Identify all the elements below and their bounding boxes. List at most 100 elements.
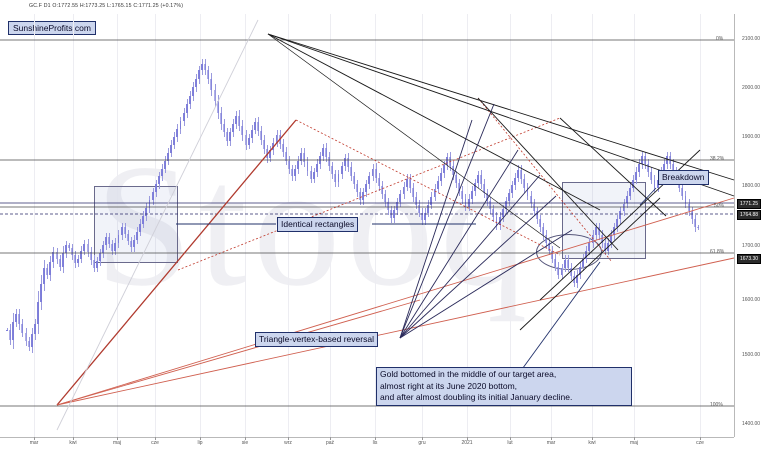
candle-body <box>396 202 399 211</box>
candle-body <box>607 242 609 251</box>
candle-body <box>272 142 275 151</box>
candle-body <box>538 219 541 228</box>
candle-body <box>318 156 321 165</box>
date-axis-line <box>0 437 734 438</box>
candle-body <box>641 156 644 165</box>
date-tick-label: lis <box>372 440 378 446</box>
candle-body <box>566 259 569 268</box>
candle-body <box>281 143 284 153</box>
candle-body <box>287 160 290 170</box>
candle-body <box>334 174 337 183</box>
candle-body <box>185 104 188 113</box>
candle-body <box>77 258 80 264</box>
candle-body <box>52 252 55 263</box>
candle-body <box>529 195 532 204</box>
candle-body <box>306 161 309 171</box>
date-tick-label: kwi <box>69 440 77 446</box>
price-tick: 2100.00 <box>742 36 761 42</box>
candle-body <box>356 184 358 193</box>
fib-label: 61.8% <box>710 249 725 255</box>
candle-body <box>49 262 52 275</box>
candle-body <box>439 173 442 181</box>
candle-body <box>269 150 272 158</box>
candle-body <box>594 227 597 236</box>
date-tick-label: maj <box>629 440 639 446</box>
callout-identical-rectangles[interactable]: Identical rectangles <box>277 217 359 232</box>
candle-body <box>452 166 455 176</box>
date-tick-label: lut <box>507 440 513 446</box>
candle-body <box>108 237 111 245</box>
date-tick-mark <box>700 437 701 440</box>
candle-body <box>58 259 61 267</box>
candle-body <box>229 132 231 141</box>
candle-body <box>194 78 197 88</box>
candle-body <box>173 136 176 145</box>
candle-body <box>92 259 95 268</box>
candle-body <box>12 321 15 340</box>
candle-body <box>182 112 185 122</box>
callout-gold-bottom[interactable]: Gold bottomed in the middle of our targe… <box>376 367 632 406</box>
candle-body <box>129 240 132 248</box>
price-tick: 1500.00 <box>742 352 761 358</box>
callout-triangle-vertex-reversal[interactable]: Triangle-vertex-based reversal <box>255 332 378 347</box>
candle-body <box>247 138 250 145</box>
candle-body <box>684 195 687 204</box>
candle-body <box>337 174 340 183</box>
candle-body <box>133 239 135 248</box>
date-tick-label: cze <box>696 440 704 446</box>
candle-body <box>390 210 393 219</box>
gridline-v <box>73 14 74 437</box>
price-tick: 1400.00 <box>742 421 761 427</box>
candle-body <box>253 122 256 130</box>
candle-body <box>312 171 315 179</box>
candle-body <box>436 180 439 189</box>
candle-body <box>349 167 352 177</box>
candle-body <box>43 267 46 284</box>
candle-body <box>210 78 213 91</box>
candle-body <box>458 183 461 192</box>
candle-body <box>275 134 278 143</box>
candle-body <box>331 166 334 175</box>
candle-body <box>449 157 451 167</box>
candle-body <box>238 115 241 126</box>
candle-body <box>6 329 8 331</box>
candle-body <box>145 208 148 216</box>
candle-body <box>504 201 507 210</box>
candle-body <box>18 314 21 325</box>
candle-body <box>139 223 142 232</box>
price-tick: 2000.00 <box>742 85 761 91</box>
fib-label: 38.2% <box>710 156 725 162</box>
candle-body <box>572 275 575 284</box>
candle-body <box>322 148 324 157</box>
candle-body <box>560 267 563 275</box>
candle-body <box>71 248 73 256</box>
candle-body <box>126 233 129 241</box>
candle-body <box>520 169 523 179</box>
date-tick-label: maj <box>112 440 122 446</box>
date-tick-mark <box>288 437 289 440</box>
candle-body <box>36 301 39 325</box>
date-tick-label: kwi <box>588 440 596 446</box>
candle-body <box>46 267 49 275</box>
price-tag-level: 1673.30 <box>737 254 762 264</box>
candle-body <box>188 95 191 105</box>
gridline-v <box>245 14 246 437</box>
candle-body <box>241 125 244 136</box>
candle-body <box>610 235 613 243</box>
candle-body <box>176 129 179 137</box>
callout-breakdown[interactable]: Breakdown <box>658 170 709 185</box>
candle-body <box>554 258 557 267</box>
candle-body <box>55 252 58 260</box>
candle-body <box>204 63 207 71</box>
candle-body <box>408 178 411 188</box>
candle-body <box>160 168 163 177</box>
candle-body <box>405 178 408 187</box>
candle-body <box>105 237 108 246</box>
candle-body <box>309 170 312 179</box>
date-tick-mark <box>551 437 552 440</box>
candle-body <box>15 314 18 322</box>
candle-body <box>634 171 637 180</box>
candle-body <box>690 211 693 220</box>
candle-body <box>501 209 504 218</box>
